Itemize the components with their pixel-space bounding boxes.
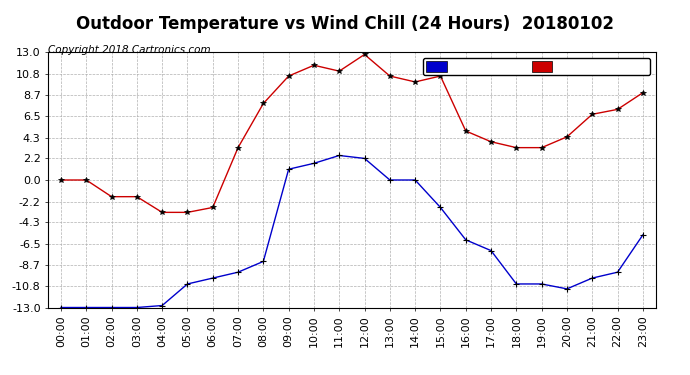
Text: Copyright 2018 Cartronics.com: Copyright 2018 Cartronics.com xyxy=(48,45,211,55)
Legend: Wind Chill  (°F), Temperature  (°F): Wind Chill (°F), Temperature (°F) xyxy=(423,58,650,75)
Text: Outdoor Temperature vs Wind Chill (24 Hours)  20180102: Outdoor Temperature vs Wind Chill (24 Ho… xyxy=(76,15,614,33)
